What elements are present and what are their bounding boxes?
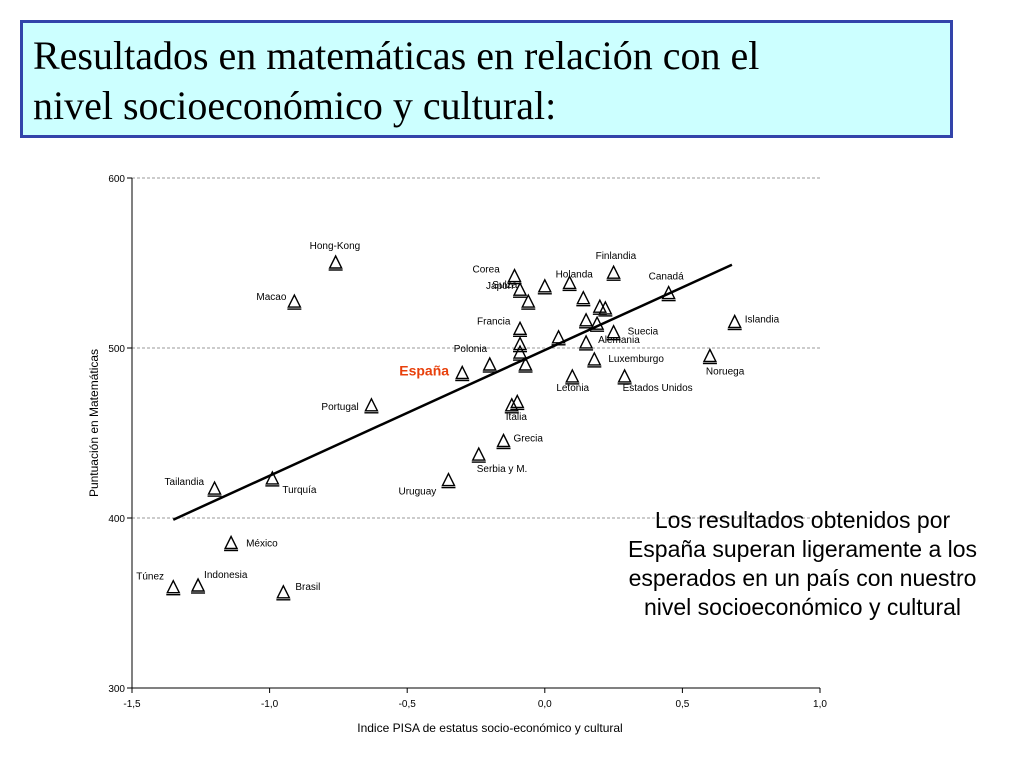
data-point-label: Tailandia: [165, 477, 205, 488]
data-point-marker: [328, 254, 343, 269]
data-point-label: Canadá: [649, 272, 684, 283]
data-point-marker: [589, 315, 605, 330]
data-point-marker: [661, 285, 676, 300]
data-point-label: Suecia: [628, 327, 659, 338]
slide-title-line-2: nivel socioeconómico y cultural:: [33, 83, 557, 128]
data-point-label: Letonia: [556, 383, 589, 394]
x-tick-label: 0,0: [538, 699, 552, 710]
data-point-label: Uruguay: [398, 487, 436, 498]
title-box: Resultados en matemáticas en relación co…: [20, 20, 953, 138]
trend-line: [172, 263, 733, 521]
data-point-marker: [507, 268, 522, 283]
data-point-label: Turquía: [282, 485, 317, 496]
data-point-label: Suiza: [492, 280, 517, 291]
data-point-marker: [576, 290, 591, 305]
data-point-label: Polonia: [454, 344, 488, 355]
data-point-marker: [207, 480, 222, 495]
data-point-marker: [565, 368, 580, 383]
y-tick-label: 600: [108, 174, 125, 185]
data-point-label: Brasil: [295, 582, 320, 593]
data-point-marker: [482, 356, 497, 371]
x-axis-label: Indice PISA de estatus socio-económico y…: [357, 721, 622, 735]
data-point-marker: [518, 356, 533, 371]
x-tick-label: 0,5: [675, 699, 689, 710]
data-point-label: Macao: [256, 292, 286, 303]
data-point-marker: [364, 397, 379, 412]
y-tick-label: 500: [108, 344, 125, 355]
data-point-label: España: [399, 363, 449, 379]
data-point-marker: [512, 336, 528, 351]
data-point-label: Holanda: [556, 269, 594, 280]
data-point-marker: [512, 281, 528, 296]
data-point-marker: [441, 472, 456, 487]
data-point-label: Portugal: [321, 402, 358, 413]
x-tick-label: -0,5: [399, 699, 417, 710]
data-point-marker: [287, 293, 302, 308]
x-tick-label: -1,5: [123, 699, 141, 710]
data-point-marker: [276, 584, 291, 599]
y-tick-label: 400: [108, 514, 125, 525]
slide-title: Resultados en matemáticas en relación co…: [33, 31, 940, 131]
data-point-marker: [265, 470, 280, 485]
data-point-label: Finlandia: [596, 251, 637, 262]
data-point-marker: [562, 274, 577, 290]
data-point-label: Grecia: [514, 434, 544, 445]
data-point-marker: [606, 324, 621, 339]
data-point-label: Túnez: [136, 572, 164, 583]
axes: [127, 177, 821, 693]
data-point-marker: [521, 293, 536, 308]
data-point-marker: [223, 534, 239, 550]
explanatory-note: Los resultados obtenidos por España supe…: [627, 507, 978, 620]
data-point-label: Francia: [477, 316, 511, 327]
x-tick-label: -1,0: [261, 699, 279, 710]
data-point-marker: [702, 347, 718, 363]
tick-labels: 300 400 500 600 -1,5 -1,0 -0,5 0,0 0,5 1,0: [108, 174, 827, 710]
data-point-label: Alemania: [598, 335, 640, 346]
data-point-marker: [592, 298, 607, 313]
data-point-marker: [606, 264, 621, 279]
data-point-label: Japón: [486, 281, 513, 292]
data-points: Hong-Kong Macao Finlandia Corea Holanda Canad…: [136, 241, 780, 601]
data-point-marker: [455, 364, 470, 380]
data-point-label: Indonesia: [204, 570, 248, 581]
data-point-marker: [471, 446, 486, 461]
data-point-marker: [496, 432, 511, 448]
data-point-marker: [537, 278, 552, 293]
slide-title-line-1: Resultados en matemáticas en relación co…: [33, 33, 760, 78]
data-point-marker: [510, 393, 525, 409]
data-point-label: Luxemburgo: [608, 354, 664, 365]
data-point-marker: [190, 577, 206, 592]
data-point-marker: [578, 334, 594, 349]
data-point-marker: [587, 351, 602, 366]
y-tick-label: 300: [108, 684, 125, 695]
data-point-marker: [551, 329, 566, 344]
y-axis-label: Puntuación en Matemáticas: [87, 349, 101, 497]
data-point-label: Corea: [473, 265, 501, 276]
data-point-marker: [512, 320, 528, 335]
data-point-marker: [166, 579, 181, 594]
data-point-marker: [512, 344, 528, 359]
data-point-label: Noruega: [706, 367, 745, 378]
data-point-label: Estados Unidos: [623, 383, 693, 394]
data-point-marker: [727, 313, 742, 329]
data-point-label: Hong-Kong: [310, 241, 361, 252]
data-point-label: Islandia: [745, 315, 780, 326]
x-tick-label: 1,0: [813, 699, 827, 710]
data-point-label: Italia: [506, 412, 528, 423]
data-point-marker: [504, 397, 519, 412]
data-point-marker: [617, 368, 632, 383]
data-point-label: México: [246, 539, 278, 550]
data-point-marker: [598, 300, 613, 315]
data-point-marker: [578, 312, 594, 327]
data-point-label: Serbia y M.: [477, 464, 528, 475]
